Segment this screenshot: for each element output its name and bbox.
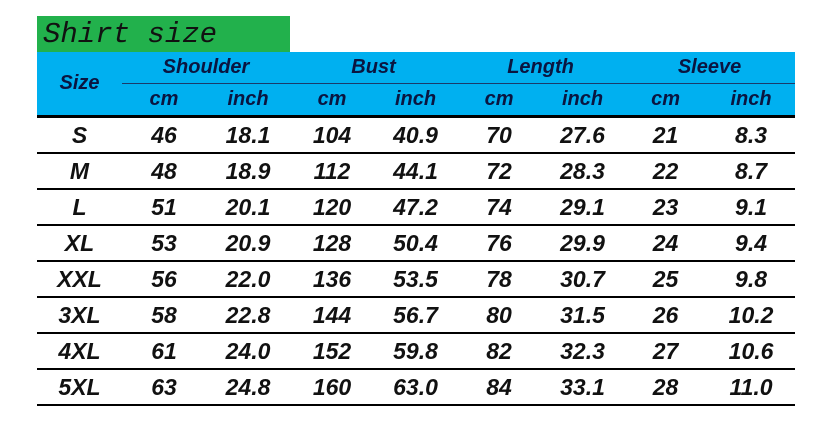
value-cell: 40.9 — [374, 116, 458, 154]
value-cell: 61 — [122, 333, 206, 370]
value-cell: 70 — [457, 116, 542, 154]
value-cell: 74 — [457, 189, 542, 226]
value-cell: 9.4 — [707, 225, 796, 262]
unit-header: cm — [624, 83, 708, 118]
value-cell: 152 — [290, 333, 375, 370]
value-cell: 44.1 — [374, 153, 458, 190]
value-cell: 136 — [290, 261, 375, 298]
value-cell: 53.5 — [374, 261, 458, 298]
size-cell: XL — [37, 225, 122, 262]
size-cell: M — [37, 153, 122, 190]
table-row: 3XL 58 22.8 144 56.7 80 31.5 26 10.2 — [37, 297, 796, 334]
value-cell: 22.8 — [206, 297, 291, 334]
value-cell: 21 — [624, 116, 708, 154]
unit-header: cm — [290, 83, 375, 118]
value-cell: 10.6 — [707, 333, 796, 370]
value-cell: 23 — [624, 189, 708, 226]
value-cell: 50.4 — [374, 225, 458, 262]
value-cell: 58 — [122, 297, 206, 334]
table-body: S 46 18.1 104 40.9 70 27.6 21 8.3 M 48 18.9 112 44.1 7… — [37, 116, 796, 406]
value-cell: 63.0 — [374, 369, 458, 406]
value-cell: 28.3 — [541, 153, 625, 190]
value-cell: 26 — [624, 297, 708, 334]
value-cell: 8.7 — [707, 153, 796, 190]
value-cell: 120 — [290, 189, 375, 226]
size-cell: S — [37, 116, 122, 154]
size-cell: 5XL — [37, 369, 122, 406]
value-cell: 76 — [457, 225, 542, 262]
header-shoulder: Shoulder — [122, 52, 291, 84]
value-cell: 46 — [122, 116, 206, 154]
value-cell: 56 — [122, 261, 206, 298]
header-bust: Bust — [290, 52, 458, 84]
value-cell: 128 — [290, 225, 375, 262]
unit-header: inch — [707, 83, 796, 118]
table-row: XXL 56 22.0 136 53.5 78 30.7 25 9.8 — [37, 261, 796, 298]
value-cell: 27 — [624, 333, 708, 370]
value-cell: 24 — [624, 225, 708, 262]
value-cell: 22 — [624, 153, 708, 190]
size-table: Size Shoulder Bust Length Sleeve cm inch… — [37, 52, 796, 406]
table-row: XL 53 20.9 128 50.4 76 29.9 24 9.4 — [37, 225, 796, 262]
value-cell: 82 — [457, 333, 542, 370]
value-cell: 160 — [290, 369, 375, 406]
value-cell: 80 — [457, 297, 542, 334]
header-size: Size — [37, 52, 122, 118]
value-cell: 10.2 — [707, 297, 796, 334]
value-cell: 59.8 — [374, 333, 458, 370]
title-banner: Shirt size — [37, 16, 290, 52]
table-row: M 48 18.9 112 44.1 72 28.3 22 8.7 — [37, 153, 796, 190]
size-cell: 4XL — [37, 333, 122, 370]
value-cell: 28 — [624, 369, 708, 406]
value-cell: 29.1 — [541, 189, 625, 226]
value-cell: 20.9 — [206, 225, 291, 262]
value-cell: 33.1 — [541, 369, 625, 406]
value-cell: 22.0 — [206, 261, 291, 298]
value-cell: 72 — [457, 153, 542, 190]
size-cell: L — [37, 189, 122, 226]
value-cell: 144 — [290, 297, 375, 334]
table-row: 5XL 63 24.8 160 63.0 84 33.1 28 11.0 — [37, 369, 796, 406]
size-cell: 3XL — [37, 297, 122, 334]
unit-header: cm — [122, 83, 206, 118]
header-length: Length — [457, 52, 625, 84]
value-cell: 51 — [122, 189, 206, 226]
value-cell: 63 — [122, 369, 206, 406]
table-row: L 51 20.1 120 47.2 74 29.1 23 9.1 — [37, 189, 796, 226]
size-cell: XXL — [37, 261, 122, 298]
value-cell: 27.6 — [541, 116, 625, 154]
value-cell: 78 — [457, 261, 542, 298]
value-cell: 84 — [457, 369, 542, 406]
value-cell: 53 — [122, 225, 206, 262]
value-cell: 47.2 — [374, 189, 458, 226]
value-cell: 8.3 — [707, 116, 796, 154]
unit-header: inch — [206, 83, 291, 118]
value-cell: 32.3 — [541, 333, 625, 370]
unit-header: inch — [374, 83, 458, 118]
value-cell: 20.1 — [206, 189, 291, 226]
value-cell: 25 — [624, 261, 708, 298]
value-cell: 29.9 — [541, 225, 625, 262]
value-cell: 112 — [290, 153, 375, 190]
value-cell: 24.0 — [206, 333, 291, 370]
value-cell: 24.8 — [206, 369, 291, 406]
unit-header: inch — [541, 83, 625, 118]
table-row: S 46 18.1 104 40.9 70 27.6 21 8.3 — [37, 116, 796, 154]
value-cell: 104 — [290, 116, 375, 154]
chart-title: Shirt size — [43, 18, 218, 51]
value-cell: 11.0 — [707, 369, 796, 406]
value-cell: 48 — [122, 153, 206, 190]
value-cell: 31.5 — [541, 297, 625, 334]
value-cell: 18.9 — [206, 153, 291, 190]
value-cell: 30.7 — [541, 261, 625, 298]
value-cell: 9.1 — [707, 189, 796, 226]
table-row: 4XL 61 24.0 152 59.8 82 32.3 27 10.6 — [37, 333, 796, 370]
value-cell: 56.7 — [374, 297, 458, 334]
value-cell: 18.1 — [206, 116, 291, 154]
unit-header: cm — [457, 83, 542, 118]
header-sleeve: Sleeve — [624, 52, 796, 84]
value-cell: 9.8 — [707, 261, 796, 298]
